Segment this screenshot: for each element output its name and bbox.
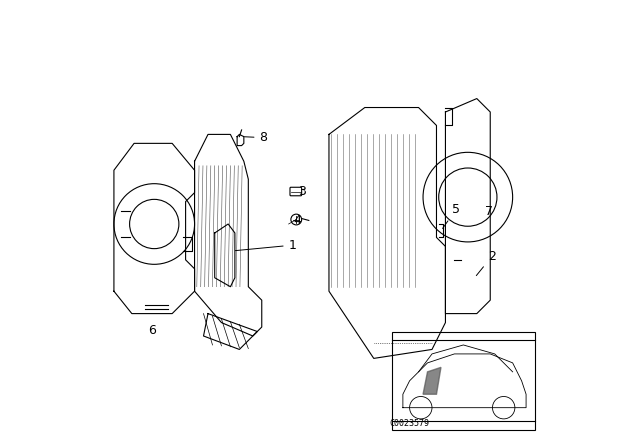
Text: 2: 2: [476, 250, 496, 276]
Text: 4: 4: [293, 214, 301, 227]
Text: 1: 1: [236, 239, 296, 252]
Text: 6: 6: [148, 324, 156, 337]
Text: 8: 8: [244, 131, 268, 144]
Text: C0023579: C0023579: [390, 418, 429, 427]
Text: 5: 5: [443, 203, 460, 228]
Text: 7: 7: [485, 205, 493, 218]
Text: 3: 3: [298, 185, 305, 198]
Polygon shape: [423, 367, 441, 394]
